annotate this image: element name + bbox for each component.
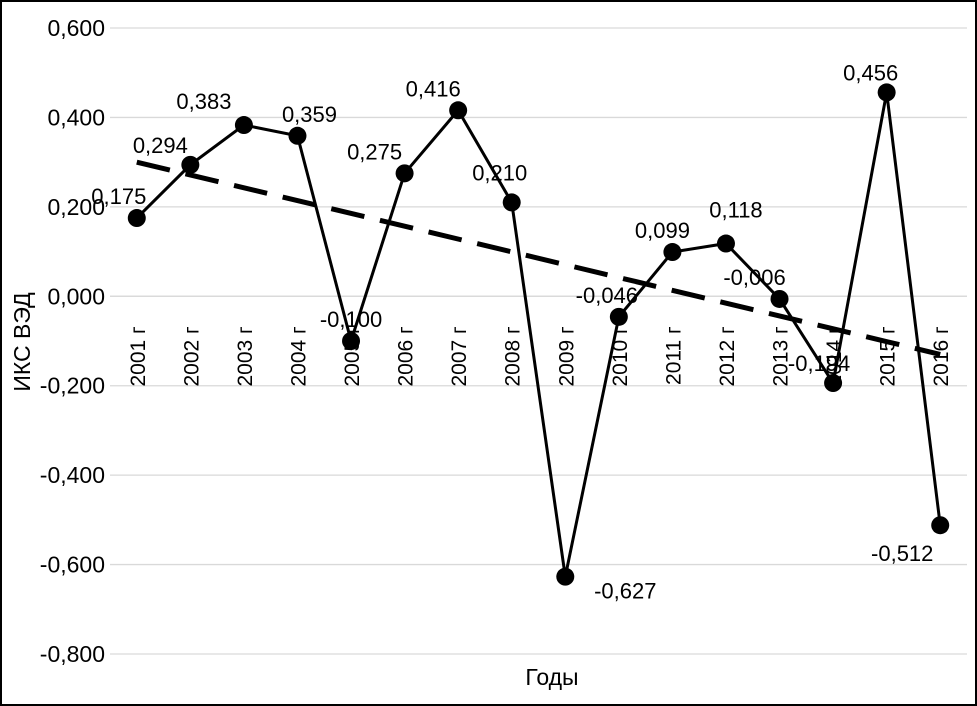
data-label: -0,046 <box>576 283 638 308</box>
y-tick-label: 0,000 <box>47 283 105 309</box>
data-point <box>716 234 735 253</box>
x-tick-label: 2006 г <box>395 326 418 387</box>
y-tick-label: -0,200 <box>40 373 105 399</box>
x-tick-label: 2011 г <box>662 326 685 385</box>
data-label: 0,456 <box>843 60 898 85</box>
data-point <box>824 374 843 393</box>
data-label: 0,359 <box>282 102 337 127</box>
data-point <box>234 116 253 135</box>
marker-layer <box>127 83 950 586</box>
data-label: -0,194 <box>788 351 850 376</box>
series-line <box>135 92 942 577</box>
x-tick-label: 2010 г <box>609 326 632 387</box>
x-tick-label: 2003 г <box>234 326 257 387</box>
data-label: -0,100 <box>320 307 382 332</box>
x-axis-title: Годы <box>525 664 578 690</box>
series-layer <box>135 92 942 577</box>
x-tick-label: 2008 г <box>502 326 525 387</box>
y-tick-label: 0,200 <box>47 194 105 220</box>
data-point <box>556 567 575 586</box>
data-label: 0,383 <box>176 89 231 114</box>
data-label: -0,627 <box>594 579 656 604</box>
x-tick-labels: 2001 г 2002 г 2003 г 2004 г 2005 г 2006 г 2007… <box>127 326 953 387</box>
data-label: 0,275 <box>347 139 402 164</box>
data-label: 0,416 <box>406 76 461 101</box>
x-tick-label: 2012 г <box>716 326 739 387</box>
y-tick-label: -0,400 <box>40 462 105 488</box>
x-tick-label: 2009 г <box>555 326 578 387</box>
data-label: -0,512 <box>871 541 933 566</box>
x-tick-label: 2007 г <box>448 326 471 387</box>
x-tick-label: 2005 г <box>341 326 364 387</box>
data-point <box>181 155 200 174</box>
x-tick-label: 2004 г <box>287 326 310 387</box>
y-tick-labels: 0,600 0,400 0,200 0,000 -0,200 -0,400 -0,600 -0… <box>40 15 105 667</box>
data-point <box>502 193 521 212</box>
data-point <box>395 164 414 183</box>
y-tick-label: -0,600 <box>40 552 105 578</box>
trendline <box>136 159 941 357</box>
data-point <box>931 516 950 535</box>
data-label: 0,294 <box>133 133 188 158</box>
data-label: -0,006 <box>723 265 785 290</box>
y-tick-label: 0,400 <box>47 104 105 130</box>
y-axis-title: ИКС ВЭД <box>9 292 35 392</box>
data-label: 0,118 <box>709 198 762 223</box>
data-point <box>342 332 361 350</box>
x-tick-label: 2014 г <box>823 326 846 387</box>
data-point <box>127 209 146 228</box>
data-point <box>770 289 789 308</box>
y-tick-label: 0,600 <box>47 15 105 41</box>
trendline-layer <box>136 159 941 357</box>
data-point <box>288 126 307 145</box>
data-label: 0,210 <box>472 160 527 185</box>
data-point <box>663 243 682 262</box>
data-point <box>449 101 468 120</box>
x-tick-label: 2016 г <box>930 326 953 387</box>
x-tick-label: 2002 г <box>180 326 203 387</box>
data-point <box>609 307 628 326</box>
y-tick-label: -0,800 <box>40 641 105 667</box>
x-tick-label: 2013 г <box>770 326 793 387</box>
data-label: 0,099 <box>635 218 690 243</box>
data-labels: 0,175 0,294 0,383 0,359 -0,100 0,275 0,416 0,21… <box>91 60 933 603</box>
data-label: 0,175 <box>91 184 146 209</box>
x-tick-label: 2001 г <box>127 326 150 387</box>
data-point <box>877 83 896 102</box>
x-tick-label: 2015 г <box>877 326 900 387</box>
